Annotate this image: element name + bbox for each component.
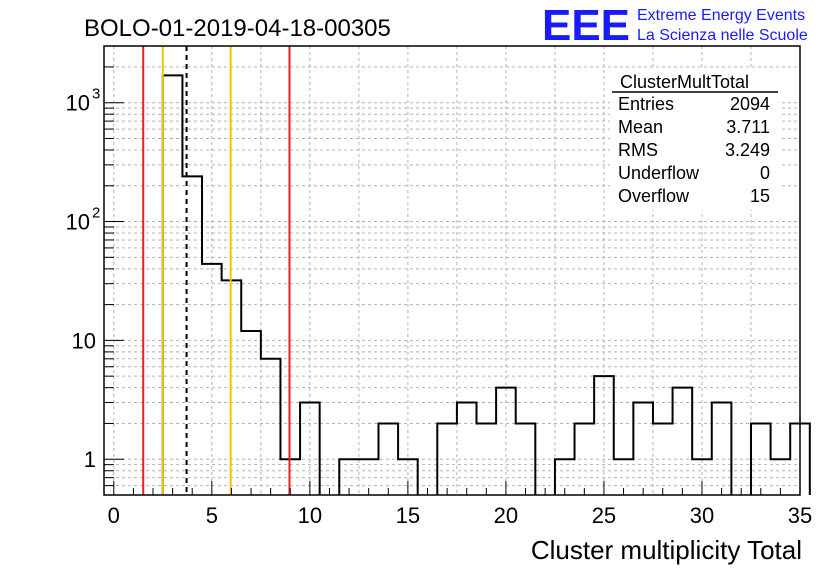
y-tick-base: 1 xyxy=(84,447,96,472)
histogram-outline xyxy=(161,74,811,495)
logo-mark: EEE xyxy=(542,1,630,50)
marker-lines xyxy=(142,46,291,495)
y-tick-label: 10 3 xyxy=(66,86,101,116)
histogram-bin xyxy=(712,403,732,495)
x-tick-label: 0 xyxy=(108,503,120,528)
x-axis-label: Cluster multiplicity Total xyxy=(531,535,802,565)
x-tick-label: 30 xyxy=(690,503,714,528)
stats-row-label: Underflow xyxy=(618,163,700,183)
histogram-bin xyxy=(633,403,653,495)
y-tick-exponent: 2 xyxy=(92,205,100,222)
stats-row-label: RMS xyxy=(618,140,658,160)
histogram-bin xyxy=(457,403,477,495)
x-axis: 0 5 10 15 20 25 30 35 xyxy=(108,481,812,528)
stats-row-value: 3.711 xyxy=(726,117,770,137)
y-tick-base: 10 xyxy=(66,210,90,235)
stats-box: ClusterMultTotal Entries 2094 Mean 3.711 RMS… xyxy=(610,70,780,210)
stats-row-label: Entries xyxy=(618,94,674,114)
x-tick-label: 25 xyxy=(592,503,616,528)
y-tick-exponent: 3 xyxy=(92,86,100,103)
stats-row-label: Overflow xyxy=(618,186,690,206)
stats-row-value: 3.249 xyxy=(725,140,770,160)
y-tick-base: 10 xyxy=(72,328,96,353)
plot-frame xyxy=(103,45,801,496)
chart-title: BOLO-01-2019-04-18-00305 xyxy=(84,15,391,42)
histogram-bin xyxy=(477,423,497,495)
x-tick-label: 35 xyxy=(788,503,812,528)
x-tick-label: 20 xyxy=(494,503,518,528)
histogram-bin xyxy=(261,359,281,495)
x-tick-label: 15 xyxy=(396,503,420,528)
histogram-bin xyxy=(673,388,693,495)
y-tick-base: 10 xyxy=(66,91,90,116)
stats-box-name: ClusterMultTotal xyxy=(620,72,749,92)
x-tick-label: 5 xyxy=(206,503,218,528)
histogram-bin xyxy=(182,176,202,495)
eee-logo: EEE Extreme Energy Events La Scienza nel… xyxy=(542,1,808,50)
logo-line-1: Extreme Energy Events xyxy=(637,7,805,24)
stats-row-value: 0 xyxy=(760,163,770,183)
y-tick-label: 10 2 xyxy=(66,205,101,235)
y-tick-label: 1 xyxy=(84,447,96,472)
stats-row-value: 2094 xyxy=(730,94,770,114)
stats-row-value: 15 xyxy=(750,186,770,206)
stats-row-label: Mean xyxy=(618,117,663,137)
x-tick-label: 10 xyxy=(298,503,322,528)
stats-box-background xyxy=(610,70,780,210)
logo-line-2: La Scienza nelle Scuole xyxy=(637,27,808,44)
y-tick-label: 10 xyxy=(72,328,96,353)
